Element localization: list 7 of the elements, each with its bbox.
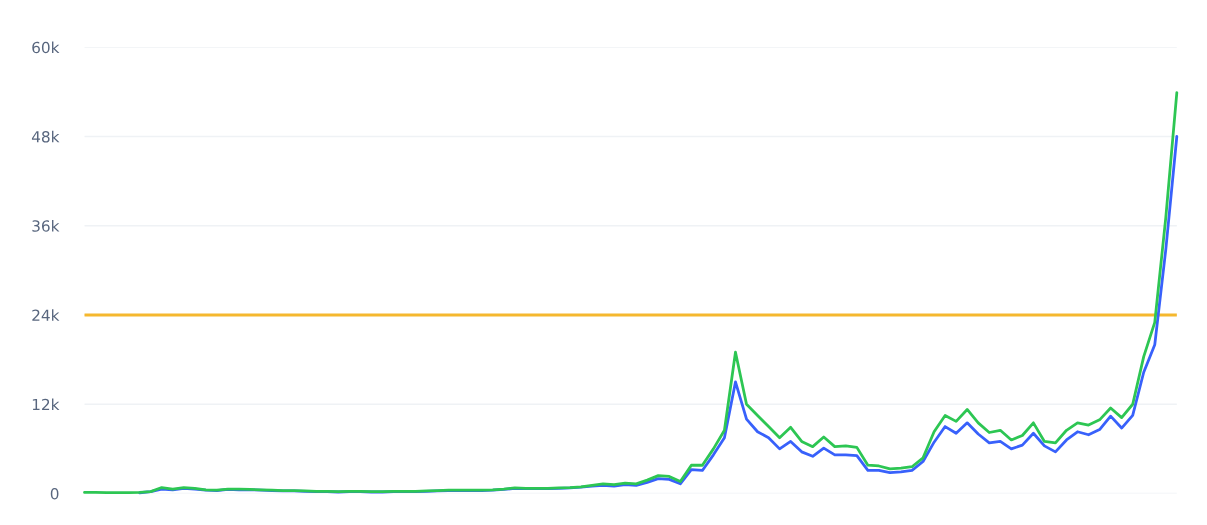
y-tick-label: 12k (32, 398, 60, 411)
y-tick-label: 24k (32, 309, 60, 321)
y-tick-label: 0 (50, 487, 59, 500)
y-tick-label: 48k (31, 130, 60, 143)
line-series (83, 91, 1179, 494)
y-tick-label: 60k (32, 41, 60, 54)
y-tick-label: 36k (32, 219, 60, 232)
